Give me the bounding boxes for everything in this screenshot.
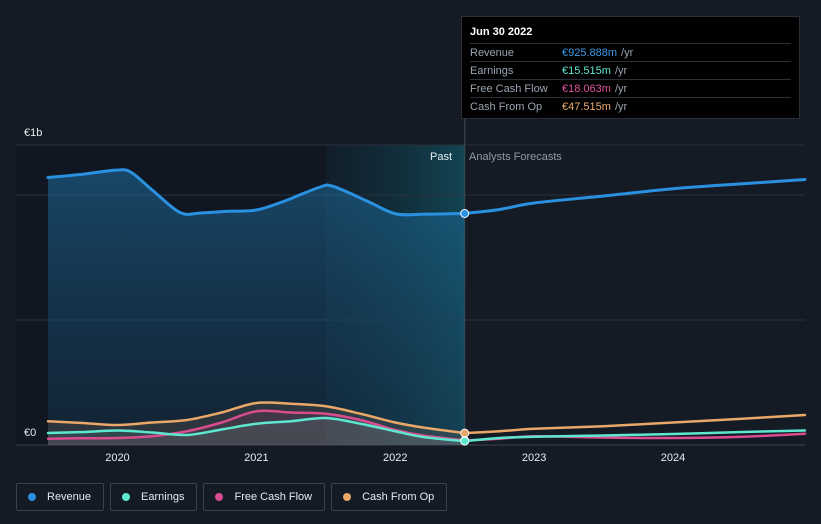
tooltip-value: €18.063m [562, 82, 611, 95]
tooltip-date: Jun 30 2022 [470, 26, 533, 38]
tooltip-value: €925.888m [562, 46, 618, 59]
legend-dot-icon [343, 493, 352, 501]
legend-free-cash-flow[interactable]: Free Cash Flow [203, 483, 326, 511]
x-tick-label: 2022 [383, 452, 407, 464]
x-tick-label: 2020 [105, 452, 129, 464]
legend-label: Free Cash Flow [234, 491, 313, 503]
x-tick-label: 2023 [522, 452, 546, 464]
current-markers [460, 209, 470, 446]
past-label: Past [430, 151, 452, 163]
revenue-line-forecast [463, 178, 807, 215]
tooltip-label: Earnings [470, 64, 514, 77]
tooltip-unit: /yr [621, 46, 634, 59]
tooltip-row-cash-from-op: Cash From Op €47.515m /yr [470, 97, 791, 115]
data-tooltip: Jun 30 2022 Revenue €925.888m /yr Earnin… [461, 16, 800, 119]
y-label-top: €1b [24, 127, 42, 139]
series-lines [46, 168, 807, 443]
tooltip-row-earnings: Earnings €15.515m /yr [470, 61, 791, 79]
legend-dot-icon [122, 493, 131, 501]
legend-label: Cash From Op [362, 491, 435, 503]
tooltip-value: €15.515m [562, 64, 611, 77]
tooltip-unit: /yr [614, 64, 628, 77]
forecast-label: Analysts Forecasts [469, 151, 562, 163]
tooltip-label: Free Cash Flow [470, 82, 548, 95]
earnings-marker [460, 436, 470, 446]
tooltip-row-free-cash-flow: Free Cash Flow €18.063m /yr [470, 79, 791, 97]
revenue-marker [460, 209, 470, 218]
tooltip-label: Cash From Op [470, 100, 543, 113]
x-tick-label: 2024 [661, 452, 685, 464]
legend-revenue[interactable]: Revenue [16, 483, 105, 511]
cash-from-op-marker [460, 428, 470, 438]
y-label-bottom: €0 [24, 427, 36, 439]
legend-label: Revenue [47, 491, 92, 503]
earnings-line-forecast [463, 429, 807, 443]
legend-label: Earnings [141, 491, 185, 503]
legend-cash-from-op[interactable]: Cash From Op [331, 483, 448, 511]
tooltip-value: €47.515m [562, 100, 611, 113]
legend-dot-icon [28, 493, 36, 501]
tooltip-row-revenue: Revenue €925.888m /yr [470, 43, 791, 61]
cash-from-op-line-past [46, 401, 466, 435]
chart-legend: Revenue Earnings Free Cash Flow Cash Fro… [16, 483, 448, 511]
tooltip-unit: /yr [614, 100, 628, 113]
cash-from-op-line-forecast [463, 413, 807, 435]
revenue-line-past [46, 168, 467, 217]
tooltip-unit: /yr [614, 82, 628, 95]
x-tick-label: 2021 [244, 452, 268, 464]
legend-dot-icon [215, 493, 224, 501]
x-axis-ticks: 2020 2021 2022 2023 2024 [105, 452, 685, 464]
revenue-area [48, 169, 465, 445]
legend-earnings[interactable]: Earnings [110, 483, 198, 511]
earnings-line-past [46, 416, 466, 443]
tooltip-label: Revenue [470, 46, 515, 59]
